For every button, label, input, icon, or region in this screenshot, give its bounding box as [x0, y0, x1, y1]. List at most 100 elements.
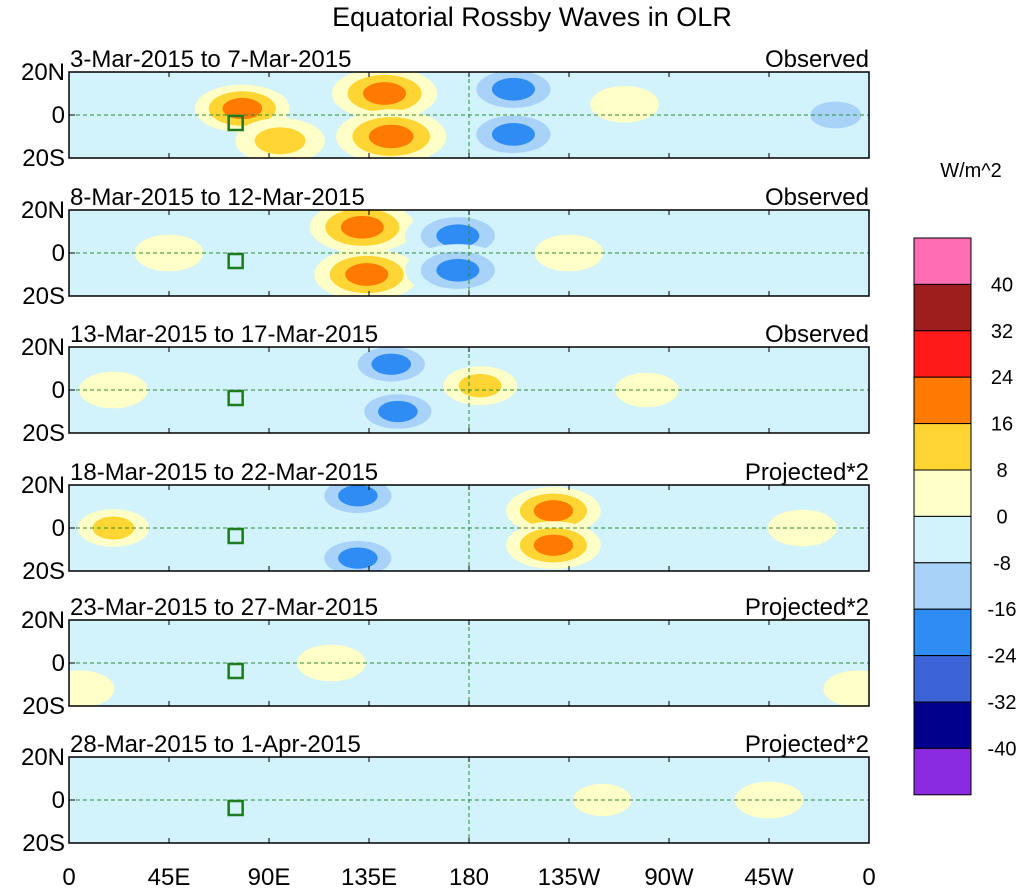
y-tick-label: 0 — [52, 377, 65, 404]
y-tick-label: 20S — [22, 283, 65, 310]
colorbar-swatch — [913, 330, 972, 378]
anomaly-blob — [767, 509, 837, 547]
y-tick-label: 20S — [22, 558, 65, 585]
anomaly-blob — [378, 400, 418, 423]
y-tick-label: 20N — [21, 744, 65, 771]
anomaly-blob — [363, 82, 407, 105]
anomaly-blob — [69, 670, 115, 706]
panel-status: Observed — [765, 184, 869, 211]
y-tick-label: 0 — [52, 102, 65, 129]
colorbar-label: 0 — [996, 506, 1007, 528]
y-tick-label: 20S — [22, 420, 65, 447]
y-tick-label: 20N — [21, 197, 65, 224]
x-tick-label: 0 — [862, 864, 875, 890]
anomaly-blob — [338, 547, 378, 569]
y-tick-label: 0 — [52, 650, 65, 677]
colorbar-label: 32 — [991, 321, 1013, 343]
anomaly-blob — [345, 263, 389, 286]
panel-date-range: 18-Mar-2015 to 22-Mar-2015 — [70, 459, 378, 486]
panel-3: 13-Mar-2015 to 17-Mar-2015 Observed 20N 0 20… — [21, 321, 870, 447]
anomaly-blob — [491, 122, 535, 146]
region-box — [227, 527, 244, 545]
anomaly-blob — [491, 77, 535, 101]
anomaly-blob — [222, 97, 263, 120]
colorbar-label: -40 — [988, 738, 1017, 760]
anomaly-blob — [123, 644, 193, 682]
panel-date-range: 28-Mar-2015 to 1-Apr-2015 — [70, 731, 361, 758]
anomaly-blob — [823, 670, 869, 706]
y-tick-label: 20N — [21, 607, 65, 634]
colorbar-swatch — [913, 423, 972, 471]
colorbar: W/m^2 40 32 24 16 8 0 -8 -16 -24 -32 -40 — [913, 160, 1017, 796]
y-tick-label: 20N — [21, 334, 65, 361]
anomaly-blob — [223, 509, 293, 547]
y-tick-label: 20N — [21, 59, 65, 86]
anomaly-blob — [436, 258, 480, 282]
panel-6: 28-Mar-2015 to 1-Apr-2015 Projected*2 20N 0… — [21, 731, 870, 857]
colorbar-label: 8 — [996, 460, 1007, 482]
y-tick-label: 0 — [52, 240, 65, 267]
colorbar-swatch — [913, 608, 972, 657]
panel-date-range: 23-Mar-2015 to 27-Mar-2015 — [70, 594, 378, 621]
anomaly-blob — [338, 485, 378, 507]
panel-date-range: 13-Mar-2015 to 17-Mar-2015 — [70, 321, 378, 348]
x-tick-label: 90W — [644, 864, 694, 890]
x-tick-label: 180 — [449, 864, 489, 890]
anomaly-blob — [533, 534, 574, 556]
panel-date-range: 3-Mar-2015 to 7-Mar-2015 — [70, 46, 351, 73]
panel-date-range: 8-Mar-2015 to 12-Mar-2015 — [70, 184, 365, 211]
panels: 3-Mar-2015 to 7-Mar-2015 Observed20N020S8… — [21, 46, 870, 857]
y-tick-label: 0 — [52, 515, 65, 542]
colorbar-units-label: W/m^2 — [940, 160, 1002, 182]
x-tick-label: 135W — [538, 864, 601, 890]
panel-5: 23-Mar-2015 to 27-Mar-2015 Projected*2 20N… — [21, 594, 870, 720]
colorbar-swatch — [913, 747, 972, 796]
anomaly-blob — [590, 85, 659, 123]
colorbar-swatch — [913, 376, 972, 425]
y-tick-label: 20S — [22, 145, 65, 172]
anomaly-blob — [645, 226, 715, 263]
colorbar-label: -32 — [988, 692, 1017, 714]
panel-status: Observed — [765, 46, 869, 73]
x-axis: 0 45E 90E 135E 180 135W 90W 45W 0 — [62, 864, 875, 890]
colorbar-label: 16 — [991, 414, 1013, 436]
panel-status: Observed — [765, 321, 869, 348]
colorbar-swatch — [913, 469, 972, 517]
colorbar-label: 24 — [991, 367, 1013, 389]
anomaly-blob — [254, 127, 306, 155]
panel-2: 8-Mar-2015 to 12-Mar-2015 Observed 20N 0 20S — [21, 184, 870, 310]
colorbar-swatch — [913, 515, 972, 564]
region-box — [227, 799, 244, 817]
x-tick-label: 135E — [341, 864, 397, 890]
colorbar-swatch — [913, 655, 972, 703]
colorbar-label: 40 — [991, 274, 1013, 296]
colorbar-swatch — [913, 283, 972, 332]
panel-status: Projected*2 — [745, 594, 869, 621]
colorbar-label: -16 — [988, 599, 1017, 621]
x-tick-label: 0 — [62, 864, 75, 890]
region-box — [227, 389, 244, 407]
panel-status: Projected*2 — [745, 731, 869, 758]
anomaly-blob — [533, 500, 574, 522]
colorbar-label: -24 — [988, 646, 1017, 668]
panel-1: 3-Mar-2015 to 7-Mar-2015 Observed 20N 0 20S — [21, 46, 870, 172]
y-tick-label: 0 — [52, 787, 65, 814]
anomaly-blob — [167, 350, 237, 387]
x-tick-label: 90E — [248, 864, 291, 890]
x-tick-label: 45E — [148, 864, 191, 890]
anomaly-blob — [370, 771, 435, 807]
region-box — [227, 114, 244, 132]
panel-status: Projected*2 — [745, 459, 869, 486]
colorbar-swatch — [913, 562, 972, 610]
anomaly-blob — [340, 215, 384, 239]
y-tick-label: 20N — [21, 472, 65, 499]
anomaly-blob — [458, 373, 502, 398]
anomaly-blob — [436, 224, 480, 248]
x-tick-label: 45W — [744, 864, 794, 890]
y-tick-label: 20S — [22, 830, 65, 857]
panel-4: 18-Mar-2015 to 22-Mar-2015 Projected*2 20N… — [21, 459, 870, 585]
y-tick-label: 20S — [22, 693, 65, 720]
anomaly-blob — [371, 353, 412, 375]
region-box — [227, 662, 244, 680]
